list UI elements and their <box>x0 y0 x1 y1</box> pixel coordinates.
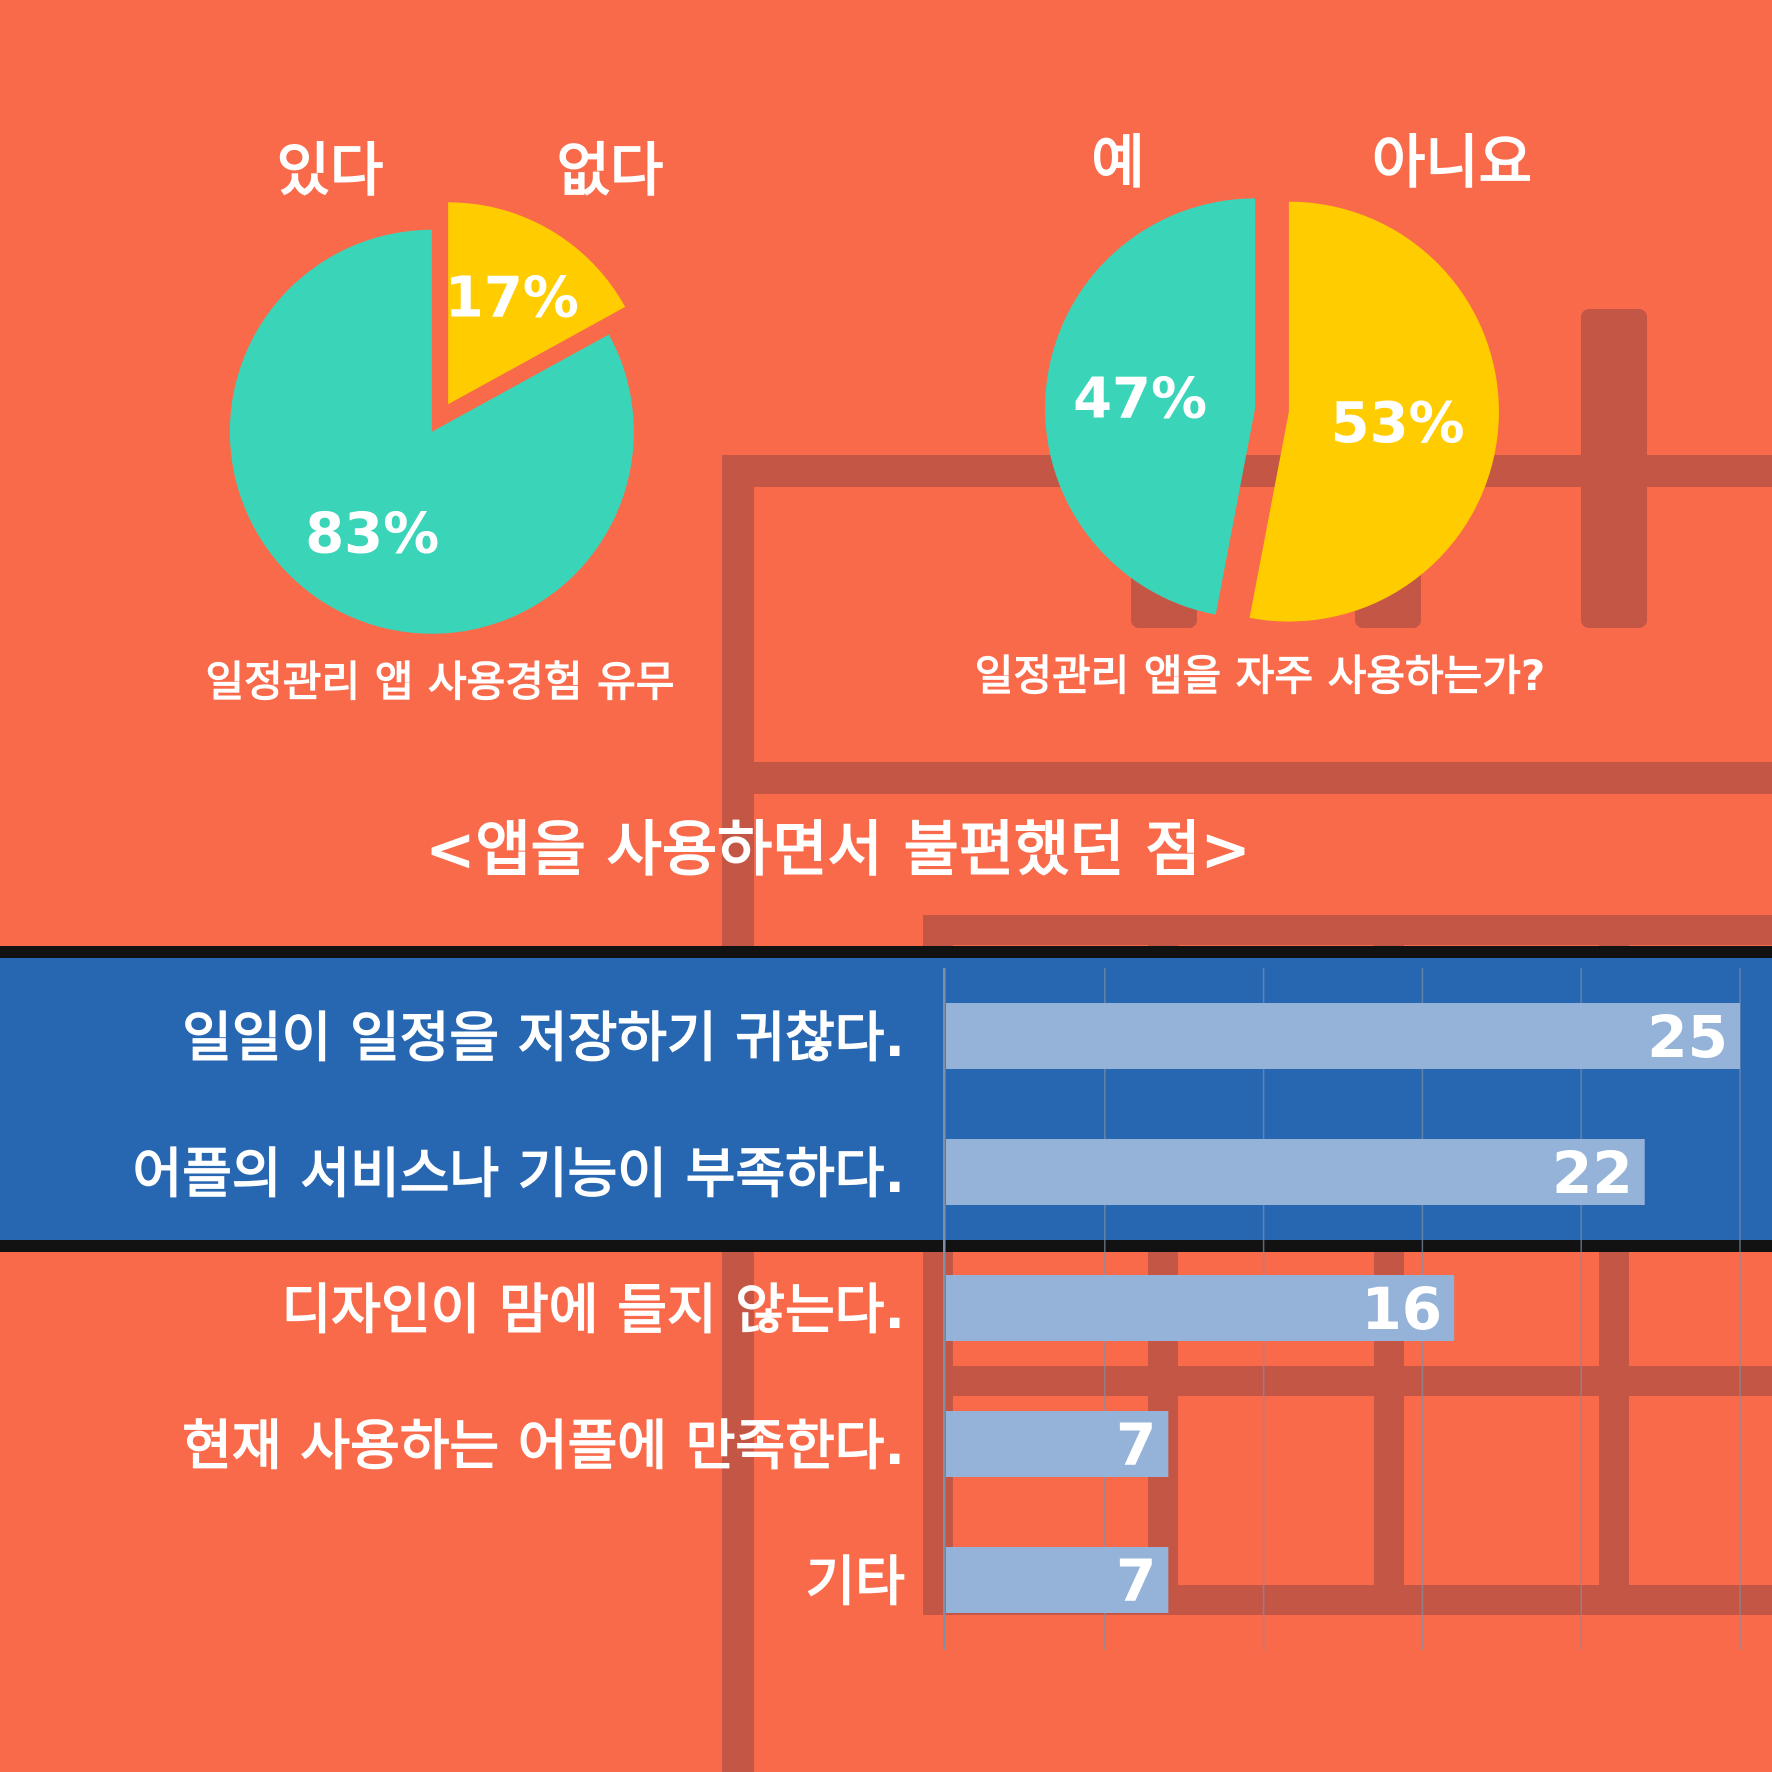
pie1-slice-no <box>448 202 626 405</box>
pie1-slice-yes <box>229 229 634 634</box>
bar-chart-title: <앱을 사용하면서 불편했던 점> <box>425 815 1251 885</box>
bg-grid-top <box>923 915 1772 945</box>
bg-frame-row <box>722 762 1772 794</box>
category-label-1: 어플의 서비스나 기능이 부족하다. <box>133 1142 905 1205</box>
bar-chart-inconveniences: 일일이 일정을 저장하기 귀찮다. 어플의 서비스나 기능이 부족하다. 디자인… <box>133 1003 1740 1615</box>
category-label-2: 디자인이 맘에 들지 않는다. <box>282 1278 905 1341</box>
bar-value-0: 25 <box>1647 1003 1728 1071</box>
category-label-0: 일일이 일정을 저장하기 귀찮다. <box>182 1006 905 1069</box>
pie1-legend-no: 없다 <box>557 136 664 204</box>
pie2-title: 일정관리 앱을 자주 사용하는가? <box>975 651 1546 700</box>
bar-0 <box>946 1003 1740 1069</box>
category-label-3: 현재 사용하는 어플에 만족한다. <box>182 1414 905 1477</box>
bg-grid-row-2 <box>923 1366 1772 1396</box>
band-top-line <box>0 946 1772 958</box>
bar-value-4: 7 <box>1116 1547 1156 1615</box>
bar-2 <box>946 1275 1455 1341</box>
bar-value-3: 7 <box>1116 1411 1156 1479</box>
pie1-legend-yes: 있다 <box>277 136 384 204</box>
bar-1 <box>946 1139 1645 1205</box>
pie2-slice-yes <box>1045 198 1256 615</box>
category-label-4: 기타 <box>806 1550 906 1613</box>
pie1-title: 일정관리 앱 사용경험 유무 <box>206 657 675 706</box>
pie2-legend-no: 아니요 <box>1372 128 1532 196</box>
bar-4 <box>946 1547 1169 1613</box>
pie2-value-no: 53% <box>1331 391 1465 456</box>
pie-chart-app-experience: 83% 17% 있다 없다 일정관리 앱 사용경험 유무 <box>206 136 675 706</box>
band-bottom-line <box>0 1240 1772 1252</box>
bg-peg-3 <box>1581 309 1647 628</box>
pie1-value-yes: 83% <box>305 502 439 567</box>
pie2-value-yes: 47% <box>1073 367 1207 432</box>
pie2-legend-yes: 예 <box>1091 128 1144 196</box>
pie2-slice-no <box>1249 201 1499 622</box>
bar-3 <box>946 1411 1169 1477</box>
pie1-value-no: 17% <box>445 265 579 330</box>
bar-value-2: 16 <box>1361 1275 1442 1343</box>
pie-chart-frequent-use: 47% 53% 예 아니요 일정관리 앱을 자주 사용하는가? <box>975 128 1546 700</box>
bar-value-1: 22 <box>1552 1139 1633 1207</box>
bar-chart-gridlines <box>943 968 1741 1650</box>
